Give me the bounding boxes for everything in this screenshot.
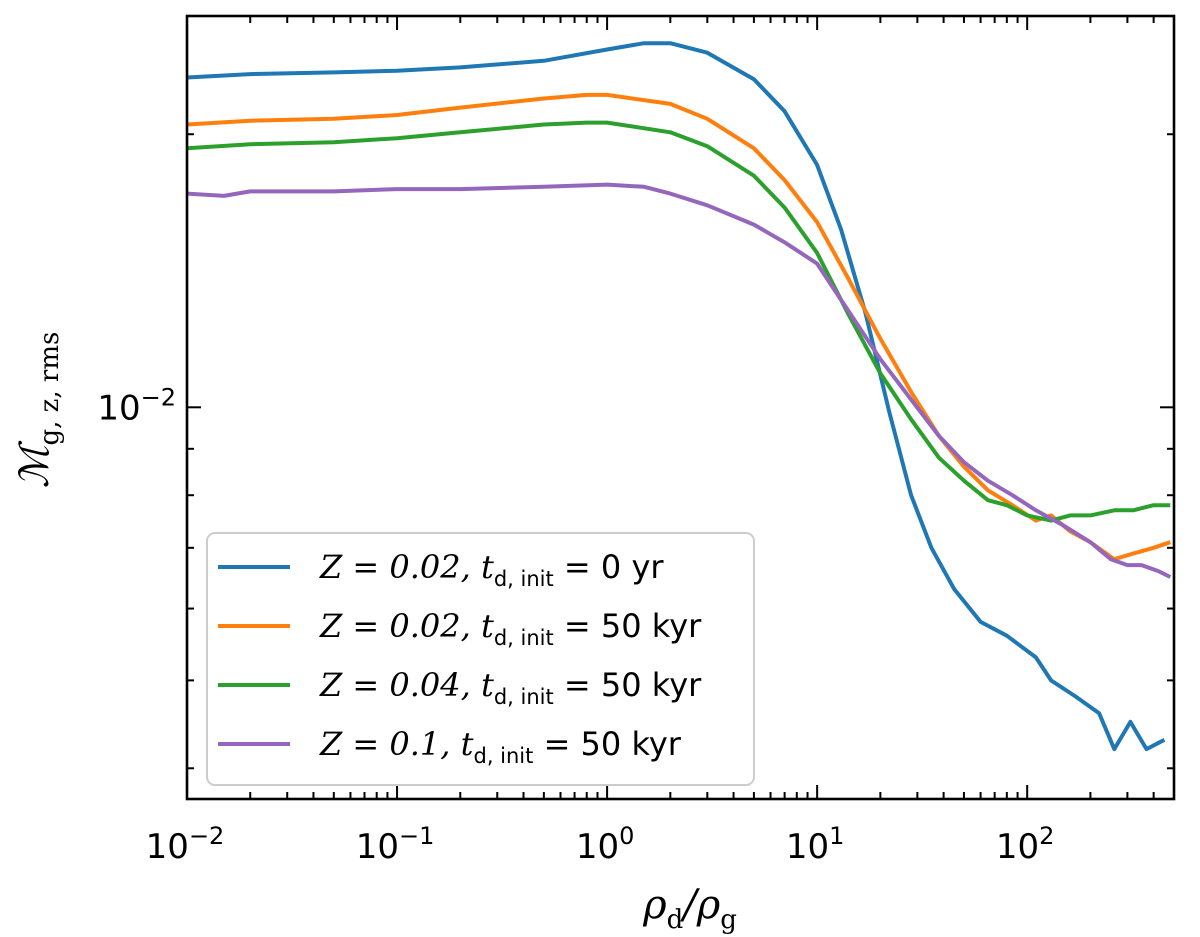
- x-tick-label: 101: [786, 822, 845, 867]
- legend-label-purple: Z = 0.1, td, init = 50 kyr: [319, 725, 682, 768]
- series-layer: [187, 41, 1172, 752]
- y-tick-label: 10−2: [97, 383, 176, 428]
- y-axis-label: ℳg, z, rms: [12, 332, 65, 489]
- series-line-purple: [187, 182, 1172, 579]
- x-tick-label: 102: [996, 822, 1055, 867]
- legend-label-blue: Z = 0.02, td, init = 0 yr: [319, 548, 664, 591]
- legend-label-green: Z = 0.04, td, init = 50 kyr: [319, 666, 702, 709]
- legend-label-orange: Z = 0.02, td, init = 50 kyr: [319, 607, 702, 650]
- legend: Z = 0.02, td, init = 0 yr Z = 0.02, td, i…: [206, 532, 755, 786]
- x-tick-label: 10−2: [146, 822, 225, 867]
- plot-frame: [185, 14, 1176, 801]
- legend-box: [206, 532, 755, 786]
- x-tick-label: 10−1: [356, 822, 435, 867]
- legend-items: Z = 0.02, td, init = 0 yr Z = 0.02, td, i…: [218, 548, 702, 768]
- ticks-layer: 10−2 10−1 100 101 102 10−2: [97, 16, 1175, 867]
- series-line-green: [187, 120, 1171, 523]
- x-axis-label: ρd/ρg: [642, 882, 737, 935]
- x-tick-label: 100: [576, 822, 635, 867]
